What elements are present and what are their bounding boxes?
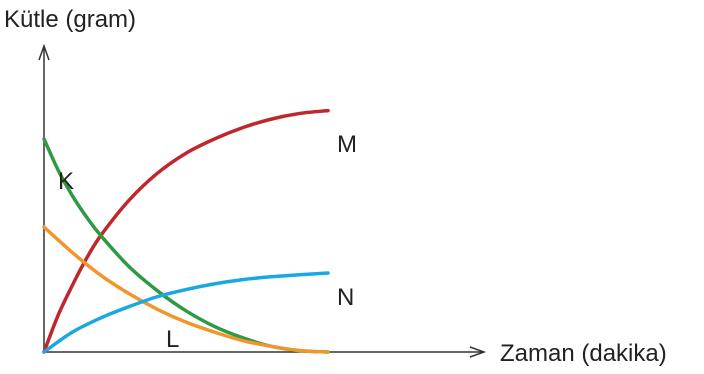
series-label-k: K bbox=[58, 168, 74, 195]
y-axis-title: Kütle (gram) bbox=[4, 6, 136, 33]
series-line-l bbox=[42, 225, 330, 354]
series-group bbox=[42, 108, 330, 354]
x-axis-title: Zaman (dakika) bbox=[500, 340, 667, 367]
series-line-k bbox=[42, 137, 330, 354]
series-label-m: M bbox=[337, 131, 357, 158]
series-line-m bbox=[42, 108, 330, 354]
x-axis-arrowhead bbox=[469, 346, 487, 358]
series-line-n bbox=[42, 271, 330, 354]
series-label-n: N bbox=[337, 284, 354, 311]
series-label-l: L bbox=[166, 326, 179, 353]
y-axis-arrowhead bbox=[38, 43, 50, 61]
